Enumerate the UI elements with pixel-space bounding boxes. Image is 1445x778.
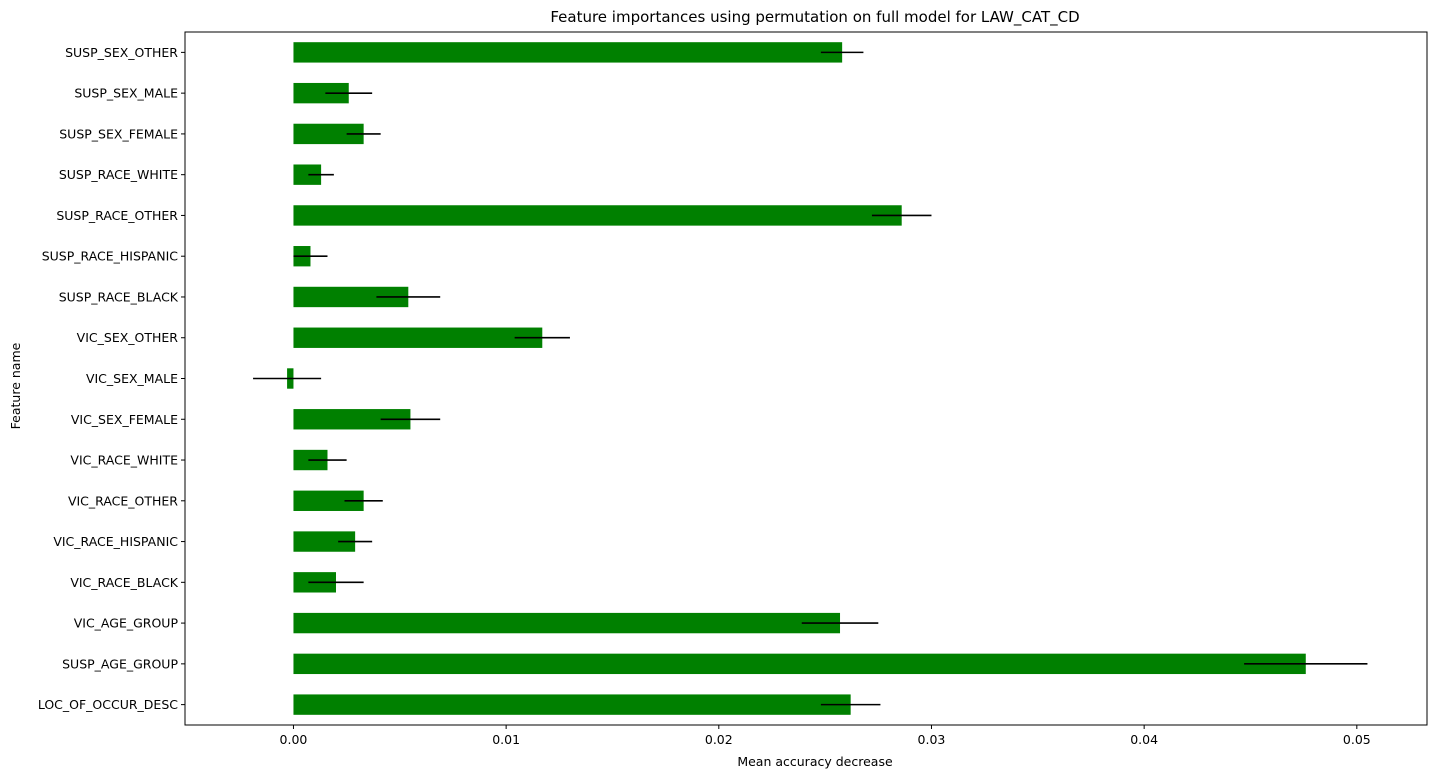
x-tick-label: 0.03 [918, 732, 946, 747]
y-tick-label: SUSP_RACE_HISPANIC [42, 249, 179, 264]
bar [293, 694, 851, 715]
y-tick-label: SUSP_SEX_OTHER [65, 45, 178, 60]
bar [293, 164, 322, 185]
x-tick-label: 0.04 [1130, 732, 1158, 747]
bar [293, 82, 349, 104]
plot-area: LOC_OF_OCCUR_DESC SUSP_AGE_GROUP VIC_AGE_G… [38, 31, 1428, 747]
y-tick-label: VIC_RACE_HISPANIC [53, 534, 178, 549]
y-tick-label: VIC_RACE_BLACK [70, 575, 178, 590]
bar [293, 409, 411, 430]
bar [293, 286, 409, 308]
y-tick-label: SUSP_SEX_FEMALE [59, 126, 178, 141]
bar [293, 490, 364, 511]
bar [293, 123, 364, 145]
chart-title: Feature importances using permutation on… [550, 8, 1079, 27]
y-tick-label: VIC_SEX_FEMALE [71, 412, 178, 427]
x-tick-label: 0.01 [492, 732, 520, 747]
y-tick-label: VIC_SEX_MALE [86, 371, 178, 386]
x-tick-label: 0.05 [1343, 732, 1371, 747]
x-tick-label: 0.00 [280, 732, 308, 747]
bar [293, 531, 356, 552]
y-tick-label: SUSP_RACE_OTHER [56, 208, 178, 223]
x-axis-label: Mean accuracy decrease [737, 754, 893, 769]
y-axis-label: Feature name [8, 342, 23, 429]
x-tick-label: 0.02 [705, 732, 733, 747]
y-tick-label: VIC_RACE_OTHER [68, 493, 178, 508]
y-tick-label: VIC_RACE_WHITE [70, 453, 178, 468]
y-tick-label: SUSP_RACE_WHITE [59, 167, 178, 182]
bar [293, 653, 1306, 675]
y-tick-label: SUSP_RACE_BLACK [59, 289, 179, 304]
bar [293, 612, 841, 634]
y-tick-label: SUSP_SEX_MALE [74, 86, 178, 101]
bar [293, 205, 902, 226]
y-tick-label: VIC_SEX_OTHER [77, 330, 179, 345]
bar [293, 42, 843, 63]
y-tick-label: LOC_OF_OCCUR_DESC [38, 697, 178, 712]
y-tick-label: SUSP_AGE_GROUP [62, 656, 178, 671]
y-tick-label: VIC_AGE_GROUP [74, 616, 179, 631]
bar [293, 327, 543, 348]
